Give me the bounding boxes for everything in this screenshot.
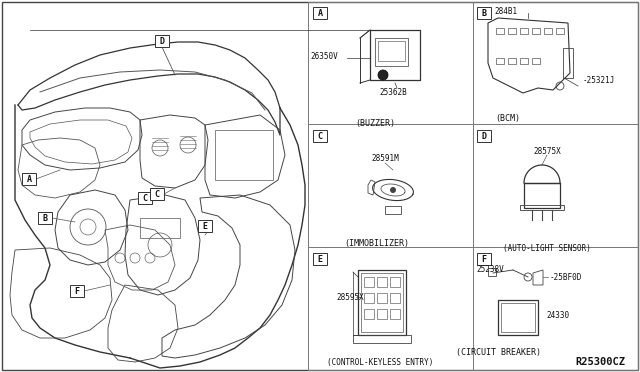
Bar <box>508 58 516 64</box>
Bar <box>313 7 327 19</box>
Bar <box>508 28 516 34</box>
Bar <box>313 253 327 265</box>
Bar <box>377 309 387 319</box>
Bar <box>361 273 403 332</box>
Bar <box>496 28 504 34</box>
Text: 284B1: 284B1 <box>495 6 518 16</box>
Bar <box>563 48 573 78</box>
Bar <box>155 35 169 47</box>
Text: 26350V: 26350V <box>310 51 338 61</box>
Bar <box>377 293 387 303</box>
Text: (AUTO-LIGHT SENSOR): (AUTO-LIGHT SENSOR) <box>503 244 591 253</box>
Bar <box>353 335 411 343</box>
Bar <box>501 303 535 332</box>
Bar <box>364 309 374 319</box>
Text: B: B <box>42 214 47 222</box>
Bar <box>532 28 540 34</box>
Bar <box>520 205 564 210</box>
Bar <box>556 28 564 34</box>
Bar <box>544 28 552 34</box>
Text: -25321J: -25321J <box>583 76 616 84</box>
Bar <box>520 58 528 64</box>
Bar <box>477 253 491 265</box>
Text: (IMMOBILIZER): (IMMOBILIZER) <box>344 238 410 247</box>
Bar <box>524 183 560 208</box>
Bar <box>532 58 540 64</box>
Bar <box>390 277 400 287</box>
Bar <box>358 270 406 335</box>
Text: (BCM): (BCM) <box>495 113 520 122</box>
Text: 28595X: 28595X <box>336 292 364 301</box>
Bar <box>140 218 180 238</box>
Text: (CONTROL-KEYLESS ENTRY): (CONTROL-KEYLESS ENTRY) <box>327 357 433 366</box>
Text: 25238V: 25238V <box>476 266 504 275</box>
Bar <box>488 268 496 276</box>
Text: A: A <box>317 9 323 17</box>
Text: 24330: 24330 <box>546 311 569 320</box>
Bar <box>498 300 538 335</box>
Bar <box>520 28 528 34</box>
Text: (CIRCUIT BREAKER): (CIRCUIT BREAKER) <box>456 349 541 357</box>
Text: A: A <box>26 174 31 183</box>
Text: D: D <box>159 36 164 45</box>
Bar <box>364 277 374 287</box>
Bar <box>377 277 387 287</box>
Bar <box>477 130 491 142</box>
Bar <box>496 58 504 64</box>
Bar <box>138 192 152 204</box>
Bar <box>313 130 327 142</box>
Circle shape <box>378 70 388 80</box>
Text: E: E <box>317 254 323 263</box>
Text: F: F <box>74 286 79 295</box>
Bar <box>477 7 491 19</box>
Bar <box>198 220 212 232</box>
Text: -25BF0D: -25BF0D <box>550 273 582 282</box>
Text: E: E <box>202 221 207 231</box>
Text: C: C <box>317 131 323 141</box>
Text: 28575X: 28575X <box>533 147 561 155</box>
Text: C: C <box>154 189 159 199</box>
Bar <box>215 130 273 180</box>
Bar <box>22 173 36 185</box>
Bar <box>390 293 400 303</box>
Text: 28591M: 28591M <box>371 154 399 163</box>
Text: F: F <box>481 254 486 263</box>
Text: (BUZZER): (BUZZER) <box>355 119 395 128</box>
Bar <box>378 41 405 61</box>
Bar <box>364 293 374 303</box>
Text: D: D <box>481 131 486 141</box>
Text: R25300CZ: R25300CZ <box>575 357 625 367</box>
Bar <box>70 285 84 297</box>
Bar <box>375 38 408 66</box>
Bar <box>385 206 401 214</box>
Bar <box>390 309 400 319</box>
Text: C: C <box>143 193 147 202</box>
Circle shape <box>390 187 396 193</box>
Bar <box>38 212 52 224</box>
Bar <box>150 188 164 200</box>
Text: B: B <box>481 9 486 17</box>
Text: 25362B: 25362B <box>379 87 407 96</box>
